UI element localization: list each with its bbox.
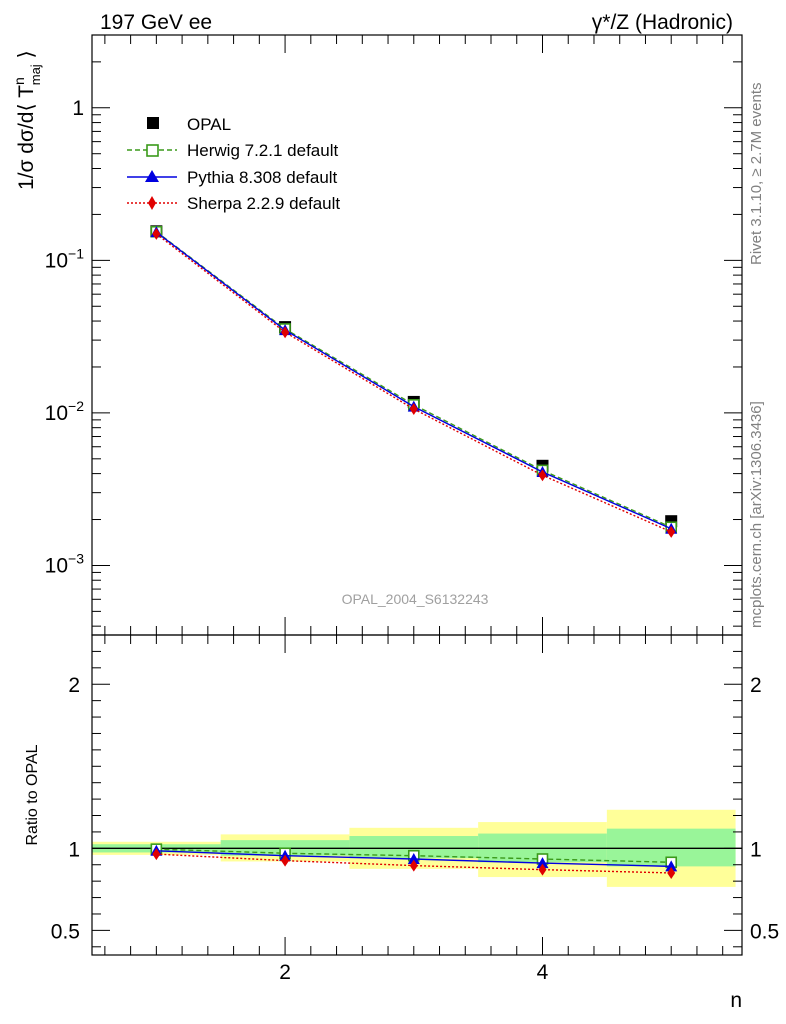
main-series-line-2 (155, 231, 672, 530)
ratio-band-inner-2 (349, 836, 479, 859)
main-point-s3-1 (281, 326, 290, 339)
main-point-s3-2 (409, 403, 418, 416)
legend-label-sherpa: Sherpa 2.2.9 default (187, 194, 340, 213)
main-ytick-exp-1: −1 (68, 245, 84, 261)
mcplots-label: mcplots.cern.ch [arXiv:1306.3436] (748, 401, 765, 628)
ratio-ytick-label-0: 0.5 (51, 920, 80, 943)
ratio-data-layer (92, 809, 742, 887)
main-ylabel-sup: n (11, 77, 27, 85)
main-ylabel: 1/σ dσ/d⟨ Tnmaj ⟩ (11, 50, 43, 190)
ratio-point-s1-3 (536, 857, 549, 869)
main-ytick-label-2: 10−2 (45, 398, 85, 425)
legend-label-herwig: Herwig 7.2.1 default (187, 141, 338, 160)
main-ticks: 110−110−210−3 (45, 34, 742, 635)
main-ytick-base-1: 10 (45, 249, 68, 272)
ratio-frame (91, 634, 743, 956)
legend-marker-sherpa (148, 196, 156, 210)
ratio-point-s2-2 (409, 859, 418, 872)
ratio-ytick-label-2: 2 (68, 674, 80, 697)
watermark: OPAL_2004_S6132243 (342, 591, 489, 607)
ratio-point-s2-3 (538, 863, 547, 876)
ratio-ticks: 0.5 0.5 1 1 2 2 2 4 (51, 635, 779, 984)
ratio-ytick-label-r-0: 0.5 (750, 920, 779, 943)
xlabel: n (730, 989, 742, 1012)
ratio-ylabel: Ratio to OPAL (24, 744, 41, 845)
main-ytick-base-3: 10 (45, 554, 68, 577)
ratio-point-s1-4 (665, 860, 678, 872)
legend-marker-herwig (146, 144, 159, 157)
main-series-line-3 (155, 233, 672, 533)
main-data-layer (150, 225, 678, 538)
legend-label-opal: OPAL (187, 115, 231, 134)
main-ytick-exp-2: −2 (68, 398, 84, 414)
xtick-label-1: 4 (537, 961, 549, 984)
main-ytick-label-1: 10−1 (45, 245, 85, 272)
ratio-panel: 0.5 0.5 1 1 2 2 2 4 Ratio to OPAL (24, 634, 779, 984)
ratio-point-s2-4 (667, 866, 676, 879)
main-point-s3-3 (538, 469, 547, 482)
ratio-ytick-label-r-1: 1 (750, 838, 762, 861)
ratio-point-s2-1 (281, 854, 290, 867)
ratio-ytick-label-r-2: 2 (750, 674, 762, 697)
main-ylabel-prefix: 1/σ dσ/d⟨ T (15, 85, 38, 190)
main-point-s3-4 (667, 525, 676, 538)
legend-marker-opal (147, 117, 159, 129)
main-ytick-base-0: 1 (72, 97, 84, 120)
ratio-ytick-label-1: 1 (68, 838, 80, 861)
main-panel: 110−110−210−3 OPAL_2004_S6132243 1/σ dσ/… (11, 34, 743, 636)
main-series-line-1 (155, 231, 672, 528)
legend: OPAL Herwig 7.2.1 default Pythia 8.308 d… (127, 115, 340, 213)
ratio-point-s2-0 (152, 848, 161, 861)
main-ytick-exp-3: −3 (68, 550, 84, 566)
main-ytick-base-2: 10 (45, 402, 68, 425)
main-ylabel-suffix: ⟩ (15, 50, 38, 64)
main-ylabel-sub: maj (28, 64, 43, 85)
main-point-s3-0 (152, 227, 161, 240)
header-left: 197 GeV ee (100, 11, 212, 34)
legend-label-pythia: Pythia 8.308 default (187, 168, 338, 187)
rivet-label: Rivet 3.1.10, ≥ 2.7M events (748, 83, 765, 266)
main-ytick-label-3: 10−3 (45, 550, 85, 577)
legend-marker-pythia (145, 170, 159, 182)
main-ytick-label-0: 1 (72, 97, 84, 120)
ratio-point-s1-2 (407, 853, 420, 864)
header-right: γ*/Z (Hadronic) (592, 11, 733, 34)
xtick-label-0: 2 (279, 961, 291, 984)
